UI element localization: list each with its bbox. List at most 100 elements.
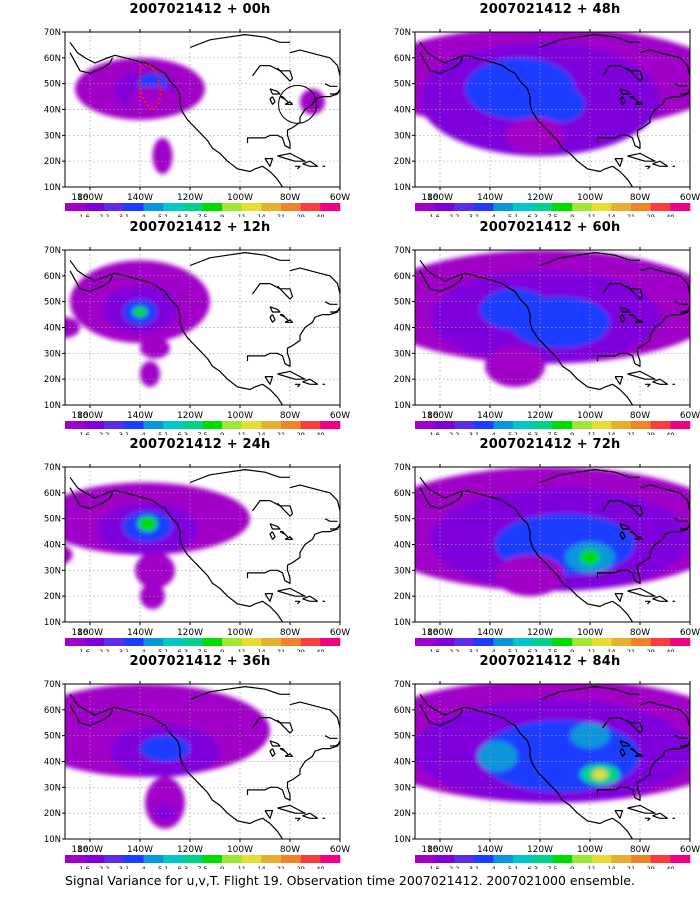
colorbar-label: 40: [316, 431, 324, 435]
lon-tick-label: 100W: [227, 628, 253, 638]
colorbar-label: 9: [220, 213, 224, 217]
panel-24h: 2007021412 + 24h 70N 60N 50N 40N 30N 20N 10N 180…: [30, 437, 370, 652]
variance-shading: [140, 337, 170, 359]
variance-shading: [140, 361, 160, 387]
colorbar-swatch: [84, 203, 105, 211]
panel-60h: 2007021412 + 60h 70N 60N 50N 40N 30N 20N 10N 180…: [380, 220, 700, 435]
colorbar-swatch: [300, 203, 321, 211]
colorbar-label: 1.6: [79, 431, 89, 435]
lon-tick-label: 80W: [280, 193, 300, 203]
lon-tick-label: 180: [421, 193, 438, 203]
panel-72h: 2007021412 + 72h 70N 60N 50N 40N 30N 20N 10N 180…: [380, 437, 700, 652]
colorbar-label: 6.3: [178, 865, 188, 869]
colorbar-label: 4: [492, 865, 496, 869]
coastlines: [69, 33, 340, 187]
lon-tick-label: 100W: [577, 193, 603, 203]
lon-tick-label: 80W: [280, 628, 300, 638]
lat-tick-label: 20N: [44, 809, 61, 819]
colorbar-swatch: [281, 421, 302, 429]
lat-tick-label: 30N: [44, 131, 61, 141]
colorbar-label: 3.1: [119, 213, 129, 217]
colorbar-label: 11: [238, 213, 246, 217]
colorbar-label: 5.1: [508, 213, 518, 217]
colorbar-label: 6.3: [528, 648, 538, 652]
lon-tick-label: 120W: [527, 628, 553, 638]
colorbar-swatch: [104, 855, 125, 863]
lat-tick-label: 60N: [394, 272, 411, 282]
lat-tick-label: 70N: [394, 246, 411, 256]
variance-shading: [65, 545, 73, 564]
colorbar-label: 14: [607, 213, 615, 217]
lat-tick-label: 40N: [394, 324, 411, 334]
colorbar-label: 29: [647, 213, 655, 217]
colorbar-swatch: [320, 855, 341, 863]
lon-tick-label: 180: [71, 193, 88, 203]
lat-tick-label: 40N: [44, 541, 61, 551]
colorbar-swatch: [104, 638, 125, 646]
colorbar-swatch: [123, 421, 144, 429]
figure-caption: Signal Variance for u,v,T. Flight 19. Ob…: [65, 873, 635, 888]
colorbar-swatch: [650, 638, 671, 646]
lon-tick-label: 80W: [630, 193, 650, 203]
colorbar-label: 29: [647, 865, 655, 869]
colorbar-label: 3.1: [469, 865, 479, 869]
lon-tick-label: 180: [421, 628, 438, 638]
colorbar-label: 2.2: [99, 213, 109, 217]
lat-tick-label: 10N: [394, 183, 411, 193]
lon-tick-label: 140W: [477, 845, 503, 855]
colorbar-label: 1.6: [429, 213, 439, 217]
colorbar-label: 9: [570, 213, 574, 217]
colorbar-swatch: [163, 203, 184, 211]
lon-tick-label: 140W: [477, 628, 503, 638]
colorbar-label: 29: [297, 648, 305, 652]
colorbar-swatch: [591, 421, 612, 429]
colorbar-swatch: [202, 855, 223, 863]
colorbar-swatch: [123, 203, 144, 211]
colorbar-label: 40: [666, 213, 674, 217]
lon-tick-label: 140W: [477, 193, 503, 203]
lat-tick-label: 10N: [44, 183, 61, 193]
colorbar-swatch: [261, 638, 282, 646]
colorbar-swatch: [572, 855, 593, 863]
colorbar-swatch: [415, 203, 435, 211]
colorbar-swatch: [650, 421, 671, 429]
colorbar-swatch: [591, 638, 612, 646]
variance-shading: [135, 552, 175, 589]
colorbar-label: 1.6: [79, 865, 89, 869]
lat-tick-label: 70N: [394, 680, 411, 690]
lon-tick-label: 140W: [127, 193, 153, 203]
lat-tick-label: 20N: [394, 157, 411, 167]
colorbar-swatch: [611, 203, 632, 211]
colorbar-label: 1.6: [79, 213, 89, 217]
colorbar-label: 4: [492, 648, 496, 652]
lon-tick-label: 180: [71, 411, 88, 421]
colorbar-swatch: [84, 421, 105, 429]
lon-tick-label: 160W: [77, 628, 103, 638]
colorbar-label: 21: [277, 865, 285, 869]
lat-tick-label: 10N: [394, 618, 411, 628]
map-gridlines: [415, 684, 690, 839]
lon-tick-label: 120W: [177, 411, 203, 421]
colorbar-swatch: [143, 203, 164, 211]
colorbar-label: 9: [570, 431, 574, 435]
lon-tick-label: 60W: [680, 845, 700, 855]
colorbar-swatch: [143, 855, 164, 863]
colorbar-swatch: [300, 855, 321, 863]
colorbar-label: 14: [607, 431, 615, 435]
lat-tick-label: 50N: [394, 298, 411, 308]
lat-tick-label: 50N: [44, 298, 61, 308]
variance-shading: [477, 740, 518, 772]
colorbar-label: 3.1: [469, 648, 479, 652]
lon-tick-label: 160W: [427, 845, 453, 855]
lat-tick-label: 70N: [44, 463, 61, 473]
colorbar-swatch: [281, 203, 302, 211]
colorbar-label: 21: [627, 213, 635, 217]
colorbar-label: 21: [627, 648, 635, 652]
colorbar-swatch: [650, 855, 671, 863]
variance-shading: [592, 769, 608, 780]
colorbar-label: 40: [316, 213, 324, 217]
colorbar-swatch: [513, 421, 534, 429]
colorbar-label: 40: [666, 865, 674, 869]
